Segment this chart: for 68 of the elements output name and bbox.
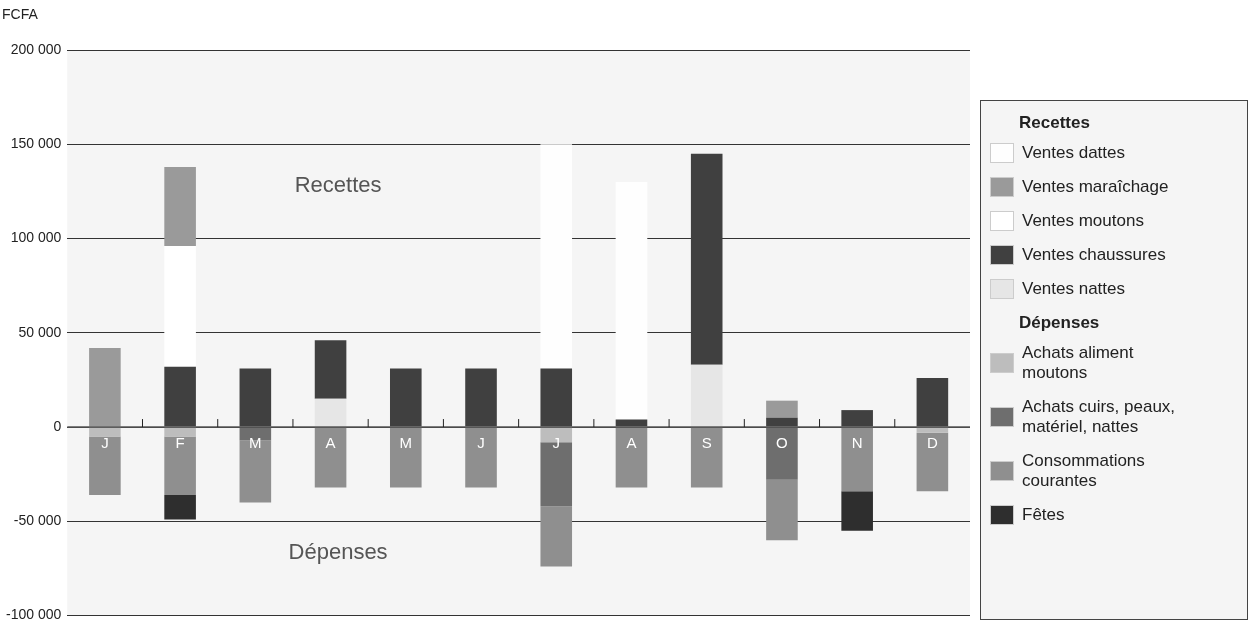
y-tick-label: 100 000	[10, 229, 62, 246]
bar	[916, 378, 949, 427]
text: Dépenses	[1019, 313, 1100, 332]
bar	[766, 479, 798, 541]
bar	[239, 440, 272, 503]
text: Recettes	[1019, 113, 1090, 132]
bar	[766, 417, 798, 427]
bar	[390, 368, 422, 427]
legend-label: Ventes moutons	[1022, 211, 1145, 231]
y-axis-title: FCFA	[2, 5, 39, 22]
legend-label: Ventes nattes	[1022, 279, 1127, 299]
legend-label: Achats cuirs, peaux, matériel, nattes	[1022, 397, 1177, 437]
x-tick-label: J	[552, 433, 560, 451]
bar	[314, 398, 347, 427]
bar	[164, 366, 196, 427]
bar	[916, 427, 949, 433]
bar	[690, 364, 723, 427]
bar	[164, 494, 196, 520]
bar	[540, 368, 573, 427]
bar	[766, 400, 798, 418]
x-tick-label: N	[851, 433, 863, 451]
x-tick-label: J	[101, 433, 109, 451]
bar	[314, 340, 347, 399]
legend-label: Achats aliment moutons	[1022, 343, 1135, 383]
annotation: Dépenses	[288, 539, 388, 565]
y-tick-label: 50 000	[18, 323, 62, 340]
legend-label: Ventes chaussures	[1022, 245, 1167, 265]
x-tick-label: A	[626, 433, 637, 451]
x-tick-label: J	[477, 433, 485, 451]
y-tick-label: 0	[53, 417, 62, 434]
y-tick-label: 200 000	[10, 40, 62, 57]
bar	[314, 427, 347, 488]
bar	[615, 427, 648, 488]
x-tick-label: M	[399, 433, 413, 451]
bar	[540, 144, 573, 369]
bar	[164, 427, 196, 437]
bar	[841, 427, 873, 492]
bar	[89, 347, 121, 427]
bar	[390, 427, 422, 488]
bar	[164, 436, 196, 495]
annotation: Recettes	[294, 171, 382, 197]
x-tick-label: M	[249, 433, 262, 451]
legend-label: Consommations courantes	[1022, 451, 1146, 491]
legend-label: Fêtes	[1022, 505, 1066, 525]
x-tick-label: F	[175, 433, 185, 451]
bar	[615, 181, 648, 420]
bar	[841, 410, 873, 427]
legend-label: Ventes dattes	[1022, 143, 1127, 163]
x-tick-label: S	[701, 433, 712, 451]
bar	[465, 368, 497, 427]
legend-label: Ventes maraîchage	[1022, 177, 1170, 197]
bar	[540, 506, 573, 567]
x-tick-label: O	[776, 433, 788, 451]
x-tick-label: D	[926, 433, 938, 451]
bar	[239, 368, 272, 427]
y-tick-label: -50 000	[13, 512, 62, 529]
bar	[164, 246, 196, 367]
bar	[465, 427, 497, 488]
bar	[690, 153, 723, 365]
bar	[89, 427, 121, 437]
bar	[164, 166, 196, 247]
bar	[766, 427, 798, 480]
bar	[916, 432, 949, 492]
x-tick-label: A	[325, 433, 336, 451]
bar	[89, 436, 121, 495]
y-tick-label: 150 000	[10, 135, 62, 152]
bar	[690, 427, 723, 488]
y-tick-label: -100 000	[5, 606, 62, 623]
